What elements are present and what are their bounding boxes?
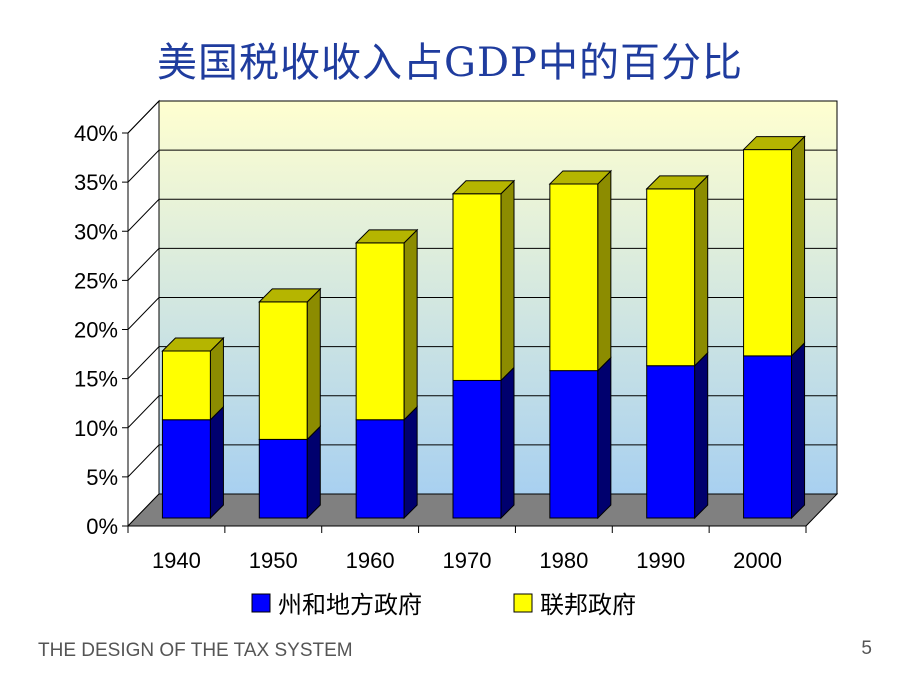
bar-segment-side <box>403 405 418 520</box>
x-tick-label: 1990 <box>636 548 685 573</box>
bar-segment-front <box>161 419 211 519</box>
x-tick-label: 2000 <box>733 548 782 573</box>
footer-text: THE DESIGN OF THE TAX SYSTEM <box>38 640 353 661</box>
bar-segment-side <box>306 425 321 520</box>
stacked-bar-chart: 0% 5% 10% 15% 20% 25% 30% 35% 40% 1940 1950 1960 19… <box>74 99 839 619</box>
y-tick-label: 5% <box>86 465 118 490</box>
x-tick-label: 1940 <box>152 548 201 573</box>
bar-segment-front <box>549 183 599 372</box>
legend-label: 州和地方政府 <box>278 591 422 619</box>
x-tick-label: 1960 <box>346 548 395 573</box>
x-tick-label: 1980 <box>539 548 588 573</box>
bar-segment-side <box>209 405 224 520</box>
bar-top <box>742 136 806 151</box>
bar-segment-side <box>500 179 515 382</box>
bar-segment-side <box>306 287 321 441</box>
bar-segment-side <box>694 174 709 367</box>
legend-label: 联邦政府 <box>540 591 636 619</box>
bar-segment-front <box>646 188 696 367</box>
bar-top <box>354 229 419 244</box>
bar-segment-front <box>549 370 599 519</box>
x-tick-label: 1970 <box>443 548 492 573</box>
page-title: 美国税收收入占GDP中的百分比 <box>157 40 743 86</box>
bar-segment-front <box>258 438 308 519</box>
page-number: 5 <box>861 638 872 659</box>
x-tick-label: 1950 <box>249 548 298 573</box>
y-tick-label: 15% <box>74 367 118 392</box>
y-tick-label: 0% <box>86 514 118 539</box>
bar-top <box>451 180 516 195</box>
bar-segment-side <box>500 366 515 520</box>
y-tick-label: 10% <box>74 416 118 441</box>
bar-segment-front <box>355 419 405 519</box>
bar-segment-side <box>403 228 418 421</box>
bar-top <box>645 175 709 190</box>
y-tick-label: 35% <box>74 170 118 195</box>
bar-segment-side <box>791 341 806 520</box>
bar-segment-front <box>258 301 308 440</box>
bar-top <box>258 288 322 303</box>
y-tick-label: 20% <box>74 318 118 343</box>
bar-segment-side <box>791 135 806 358</box>
legend-swatch <box>513 593 533 613</box>
bar-segment-front <box>646 365 696 519</box>
gridline <box>127 149 837 183</box>
bar-segment-side <box>597 356 612 520</box>
legend-swatch <box>251 593 271 613</box>
bar-segment-front <box>743 149 793 357</box>
bar-top <box>548 170 613 185</box>
bar-segment-front <box>161 350 211 421</box>
gridline <box>127 100 837 134</box>
bar-segment-side <box>209 336 224 421</box>
bar-segment-front <box>452 193 502 381</box>
bar-segment-side <box>694 351 709 520</box>
bar-segment-front <box>452 379 502 519</box>
y-tick-label: 40% <box>74 121 118 146</box>
bar-top <box>161 337 225 352</box>
y-tick-label: 30% <box>74 219 118 244</box>
bar-segment-front <box>355 242 405 421</box>
bar-segment-side <box>597 169 612 372</box>
y-tick-label: 25% <box>74 268 118 293</box>
bar-segment-front <box>743 355 793 519</box>
